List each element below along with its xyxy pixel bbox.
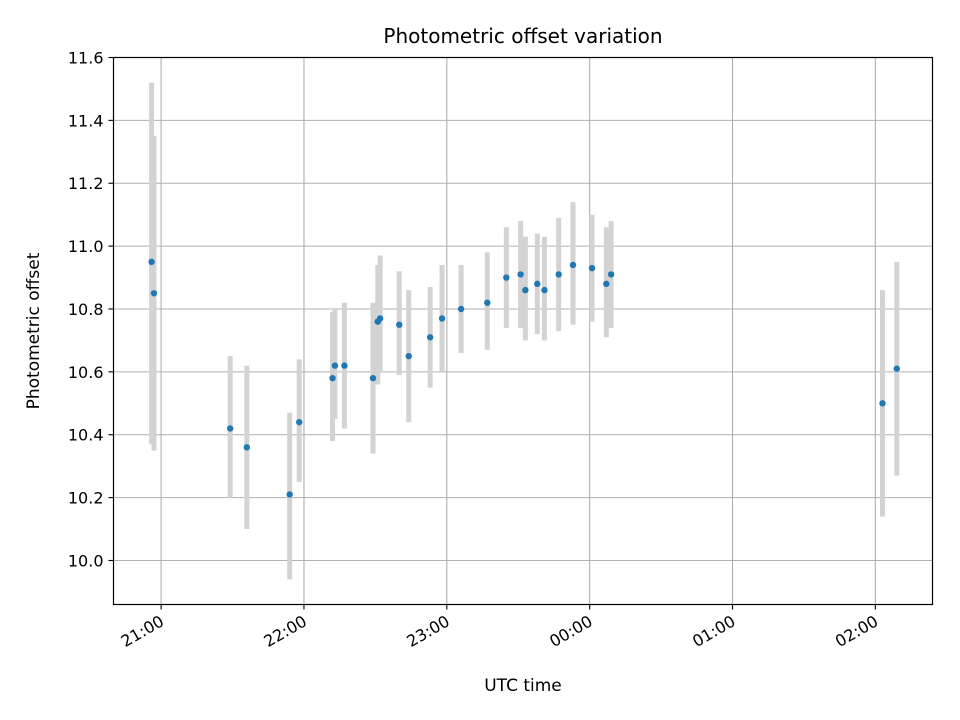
data-point	[534, 280, 541, 288]
data-point	[329, 374, 336, 382]
data-point	[893, 365, 900, 372]
data-point	[588, 264, 596, 272]
y-tick-label: 11.0	[68, 237, 104, 256]
data-point	[331, 362, 339, 369]
data-point	[438, 315, 446, 322]
grid	[113, 56, 933, 605]
y-tick-label: 10.6	[68, 363, 104, 382]
data-point	[243, 444, 251, 451]
data-point	[341, 362, 348, 369]
data-point	[517, 271, 524, 278]
y-tick-label: 10.8	[68, 300, 104, 319]
data-point	[226, 425, 234, 432]
y-tick-label: 10.4	[68, 426, 104, 445]
data-point	[603, 280, 610, 288]
data-point	[376, 315, 384, 322]
y-tick-label: 10.2	[68, 489, 104, 508]
y-axis: 10.0 10.2 10.4 10.6 10.8 11.0 11.2 11.4 11.6	[68, 49, 114, 570]
data-point	[484, 299, 491, 306]
data-point	[395, 321, 403, 328]
plot-frame	[112, 56, 934, 606]
data-point	[607, 271, 615, 278]
data-point	[503, 274, 510, 281]
y-axis-label: Photometric offset	[24, 252, 44, 409]
chart-title: Photometric offset variation	[383, 24, 662, 48]
markers	[148, 258, 900, 498]
data-point	[148, 258, 155, 266]
data-point	[150, 290, 158, 297]
data-point	[457, 305, 465, 313]
y-tick-label: 11.2	[68, 174, 104, 193]
data-point	[522, 286, 529, 294]
y-tick-label: 10.0	[68, 551, 104, 570]
data-point	[426, 334, 434, 341]
data-point	[569, 261, 577, 269]
data-point	[286, 491, 293, 498]
data-point	[296, 418, 303, 426]
data-point	[879, 400, 886, 407]
y-tick-label: 11.6	[68, 49, 104, 68]
data-point	[541, 286, 548, 294]
y-tick-label: 11.4	[68, 111, 104, 130]
data-point	[369, 374, 377, 382]
x-axis-label: UTC time	[484, 676, 562, 696]
data-point	[405, 352, 412, 360]
data-point	[555, 271, 562, 278]
